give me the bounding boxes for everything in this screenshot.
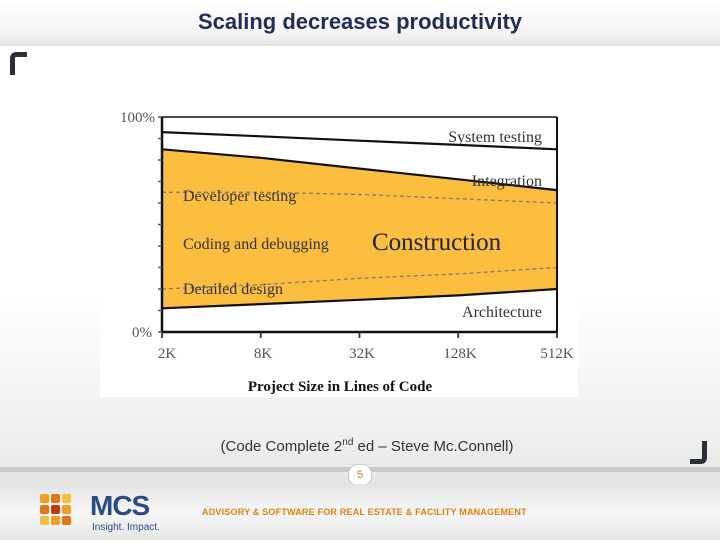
label-detailed-design: Detailed design xyxy=(183,281,283,298)
chart-svg: 100% 0% 2K 8K 32K 128K 512K Project Size… xyxy=(120,110,574,395)
construction-top-line xyxy=(161,148,558,192)
x-tick-label-128k: 128K xyxy=(443,346,477,362)
label-system-testing: System testing xyxy=(448,129,542,146)
x-tick-label-32k: 32K xyxy=(349,346,375,362)
brand-name: MCS xyxy=(90,490,150,521)
corner-bracket-top-left xyxy=(10,52,27,75)
label-construction: Construction xyxy=(372,229,502,256)
source-caption: (Code Complete 2nd ed – Steve Mc.Connell… xyxy=(0,437,720,455)
y-tick-label-bottom: 0% xyxy=(132,325,152,341)
x-tick-label-8k: 8K xyxy=(254,346,273,362)
x-tick-label-2k: 2K xyxy=(158,346,177,362)
brand-tagline: Insight. Impact. xyxy=(92,522,160,533)
label-architecture: Architecture xyxy=(462,304,542,321)
label-integration: Integration xyxy=(472,173,542,190)
caption-text-post: ed – Steve Mc.Connell) xyxy=(353,438,514,455)
construction-area xyxy=(162,149,557,309)
y-tick-label-top: 100% xyxy=(120,110,155,126)
chart-container: 100% 0% 2K 8K 32K 128K 512K Project Size… xyxy=(100,107,578,397)
footer: MCS Insight. Impact. ADVISORY & SOFTWARE… xyxy=(0,484,720,540)
mcs-logo-icon xyxy=(40,494,74,528)
label-coding-and-debugging: Coding and debugging xyxy=(183,236,329,253)
page-number: 5 xyxy=(348,464,372,486)
corner-bracket-bottom-right xyxy=(690,441,707,464)
title-bar xyxy=(0,0,720,46)
x-axis-label: Project Size in Lines of Code xyxy=(248,379,433,395)
label-developer-testing: Developer testing xyxy=(183,188,296,205)
slide-title: Scaling decreases productivity xyxy=(197,9,523,34)
y-ticks xyxy=(158,116,162,333)
company-slogan: ADVISORY & SOFTWARE FOR REAL ESTATE & FA… xyxy=(202,507,527,517)
caption-superscript: nd xyxy=(342,437,354,448)
x-ticks xyxy=(161,332,558,338)
developer-testing-divider xyxy=(162,191,558,204)
integration-line xyxy=(161,131,558,151)
detailed-design-divider xyxy=(161,266,558,290)
caption-text-pre: (Code Complete 2 xyxy=(220,438,343,455)
x-tick-label-512k: 512K xyxy=(540,346,574,362)
architecture-line xyxy=(161,287,558,310)
